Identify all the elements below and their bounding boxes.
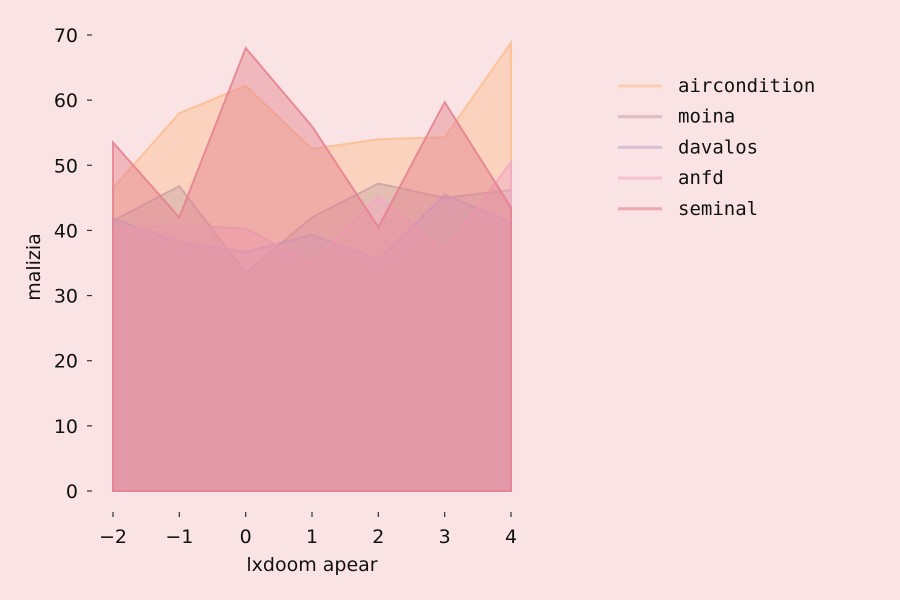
series-areas [112,39,512,492]
y-tick-label: 70 [54,25,78,47]
x-tick-label: 0 [240,526,252,548]
x-tick-label: 1 [306,526,318,548]
y-axis-label: malizia [23,233,45,301]
legend: aircondition moina davalos anfd seminal [618,75,815,220]
y-tick-label: 0 [66,481,78,503]
area-seminal [112,46,512,492]
x-tick-label: 4 [505,526,517,548]
x-axis-label: lxdoom apear [246,554,377,576]
y-tick-label: 30 [54,286,78,308]
legend-label-seminal: seminal [678,198,758,220]
x-tick-label: −2 [99,526,127,548]
axes: 0 10 20 30 40 50 60 70 −2 −1 0 1 2 3 4 [54,25,517,548]
legend-label-aircondition: aircondition [678,75,815,97]
x-tick-label: −1 [165,526,193,548]
y-tick-label: 40 [54,220,78,242]
y-tick-label: 20 [54,351,78,373]
legend-label-anfd: anfd [678,167,724,189]
y-tick-label: 60 [54,90,78,112]
x-tick-label: 2 [372,526,384,548]
legend-label-davalos: davalos [678,136,758,158]
y-tick-label: 10 [54,416,78,438]
legend-label-moina: moina [678,106,735,128]
y-tick-label: 50 [54,155,78,177]
x-tick-label: 3 [439,526,451,548]
